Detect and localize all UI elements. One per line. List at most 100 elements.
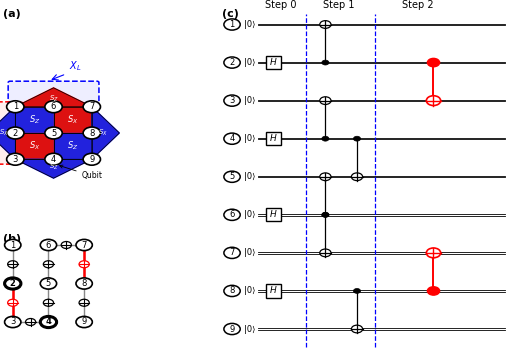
Text: |0⟩: |0⟩ [243,58,254,67]
Text: 3: 3 [13,155,18,164]
Circle shape [79,261,89,268]
Text: 9: 9 [229,324,234,334]
Text: $X_L$: $X_L$ [69,59,81,73]
Circle shape [353,136,360,141]
Circle shape [45,101,62,113]
Circle shape [223,209,240,220]
Text: |0⟩: |0⟩ [243,96,254,105]
Polygon shape [53,107,92,133]
Text: 8: 8 [229,286,234,295]
Circle shape [427,287,439,295]
Circle shape [40,278,56,289]
Text: 8: 8 [81,279,87,288]
FancyBboxPatch shape [266,208,280,222]
Text: 3: 3 [229,96,234,105]
Text: $S_X$: $S_X$ [29,140,40,152]
Circle shape [83,153,100,165]
Circle shape [321,60,328,65]
Polygon shape [15,107,53,133]
Circle shape [319,97,330,104]
Circle shape [223,19,240,30]
Text: |0⟩: |0⟩ [243,248,254,257]
Text: $S_X$: $S_X$ [0,128,9,138]
Circle shape [5,316,21,328]
Circle shape [5,278,21,289]
Circle shape [321,136,328,141]
Text: 5: 5 [229,172,234,181]
Circle shape [83,127,100,139]
Circle shape [79,299,89,306]
Text: Qubit: Qubit [60,165,102,181]
Polygon shape [0,107,15,159]
Circle shape [319,249,330,257]
Circle shape [223,323,240,335]
FancyBboxPatch shape [8,81,99,110]
Circle shape [319,21,330,28]
Text: 1: 1 [13,102,18,111]
Text: |0⟩: |0⟩ [243,134,254,143]
Circle shape [40,316,56,328]
Text: 5: 5 [51,128,56,138]
Text: 7: 7 [89,102,94,111]
Polygon shape [15,133,53,159]
FancyBboxPatch shape [0,102,22,164]
Circle shape [61,241,71,248]
Text: $S_X$: $S_X$ [67,114,78,126]
Text: 2: 2 [10,279,16,288]
Circle shape [45,153,62,165]
Circle shape [353,288,360,293]
Text: 2: 2 [13,128,18,138]
Text: 7: 7 [81,240,87,250]
Text: 4: 4 [51,155,56,164]
Circle shape [223,57,240,68]
Text: |0⟩: |0⟩ [243,210,254,219]
Circle shape [223,171,240,182]
Text: 6: 6 [229,210,234,219]
Text: $S_X$: $S_X$ [98,128,108,138]
Text: $S_Z$: $S_Z$ [67,140,78,152]
Text: 7: 7 [229,248,234,257]
FancyBboxPatch shape [266,56,280,69]
Circle shape [223,285,240,296]
FancyBboxPatch shape [266,284,280,298]
Circle shape [223,247,240,258]
Circle shape [351,173,362,181]
Text: 4: 4 [229,134,234,143]
Circle shape [76,278,92,289]
Circle shape [25,318,36,326]
Circle shape [321,212,328,217]
Circle shape [223,133,240,144]
Text: 1: 1 [229,20,234,29]
Circle shape [45,127,62,139]
Circle shape [426,96,440,106]
Text: H: H [269,58,276,67]
Text: (a): (a) [3,9,20,19]
Text: 2: 2 [229,58,234,67]
Circle shape [427,58,439,67]
Circle shape [43,299,53,306]
Text: |0⟩: |0⟩ [243,286,254,295]
Text: $S_Z$: $S_Z$ [48,94,59,104]
Circle shape [40,239,56,251]
Circle shape [426,248,440,258]
Text: Step 2: Step 2 [402,0,433,10]
Circle shape [7,101,24,113]
Text: 5: 5 [46,279,51,288]
Circle shape [319,173,330,181]
Circle shape [321,212,328,217]
Circle shape [83,101,100,113]
Text: Step 0: Step 0 [264,0,296,10]
Text: 6: 6 [46,240,51,250]
Circle shape [43,261,53,268]
Circle shape [76,239,92,251]
Text: |0⟩: |0⟩ [243,172,254,181]
Circle shape [5,239,21,251]
Text: 8: 8 [89,128,94,138]
Text: 3: 3 [10,317,15,327]
Text: $S_Z$: $S_Z$ [29,114,40,126]
Text: H: H [269,134,276,143]
Polygon shape [53,133,92,159]
Text: 6: 6 [51,102,56,111]
Circle shape [223,95,240,106]
Text: 4: 4 [45,317,51,327]
